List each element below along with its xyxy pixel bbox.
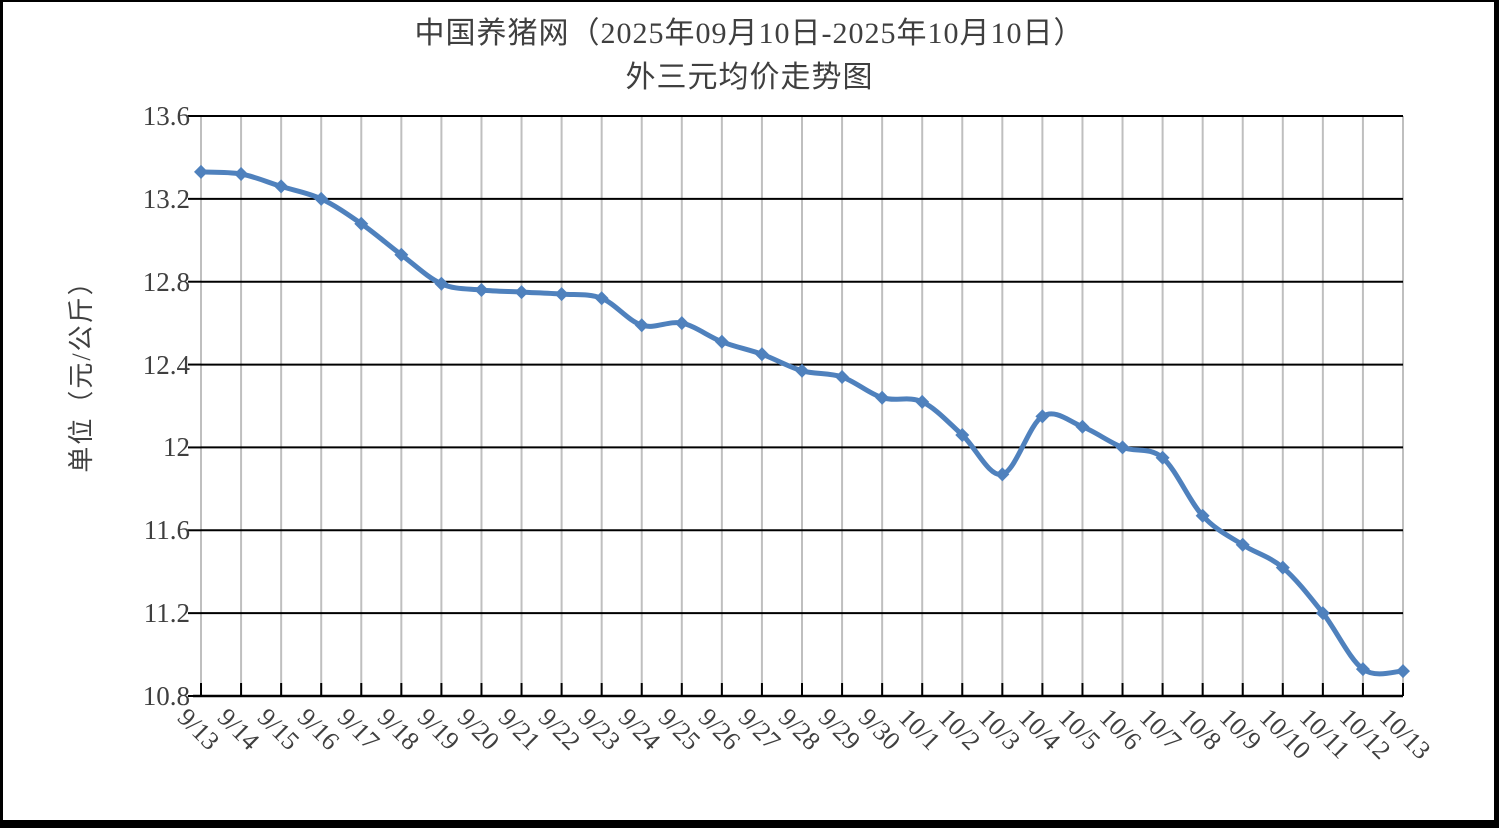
y-tick-label: 12.8 (142, 266, 190, 297)
data-point-marker (554, 287, 569, 302)
data-point-marker (1195, 508, 1210, 523)
chart-title: 中国养猪网（2025年09月10日-2025年10月10日） 外三元均价走势图 (0, 12, 1499, 100)
data-point-marker (1235, 537, 1250, 552)
y-tick-label: 12.4 (142, 349, 190, 380)
data-point-marker (274, 179, 289, 194)
frame-border-bottom (0, 820, 1499, 828)
data-point-marker (1155, 450, 1170, 465)
chart-title-line2: 外三元均价走势图 (625, 61, 874, 94)
data-point-marker (674, 316, 689, 331)
data-point-marker (354, 216, 369, 231)
data-point-marker (234, 167, 249, 181)
y-tick-label: 12 (163, 432, 190, 463)
data-point-marker (394, 247, 409, 262)
data-point-marker (955, 428, 970, 442)
data-point-marker (1355, 662, 1370, 677)
data-point-marker (1075, 419, 1090, 434)
chart-title-line1: 中国养猪网（2025年09月10日-2025年10月10日） (414, 17, 1085, 50)
y-tick-label: 10.8 (142, 681, 190, 711)
data-point-marker (474, 283, 489, 297)
data-point-marker (795, 363, 809, 378)
data-point-marker (754, 347, 769, 362)
data-point-marker (835, 370, 850, 384)
frame-border-left (0, 0, 3, 828)
data-point-marker (514, 285, 529, 300)
data-point-marker (194, 164, 208, 179)
y-tick-label: 11.6 (143, 515, 190, 546)
y-tick-label: 11.2 (143, 598, 190, 629)
frame-border-top (0, 0, 1499, 2)
data-point-marker (314, 191, 329, 206)
data-point-marker (594, 291, 609, 306)
data-point-marker (634, 318, 649, 333)
data-point-marker (995, 467, 1010, 482)
data-point-marker (1315, 606, 1330, 621)
data-point-marker (714, 334, 729, 349)
data-point-marker (875, 390, 890, 405)
data-point-marker (1115, 440, 1130, 455)
y-tick-label: 13.2 (142, 183, 190, 214)
data-point-marker (1396, 664, 1410, 679)
y-tick-label: 13.6 (142, 101, 190, 131)
data-point-marker (434, 276, 449, 291)
data-point-marker (915, 394, 930, 409)
data-point-marker (1275, 560, 1290, 575)
frame-border-right (1494, 0, 1499, 828)
data-point-marker (1035, 409, 1050, 424)
